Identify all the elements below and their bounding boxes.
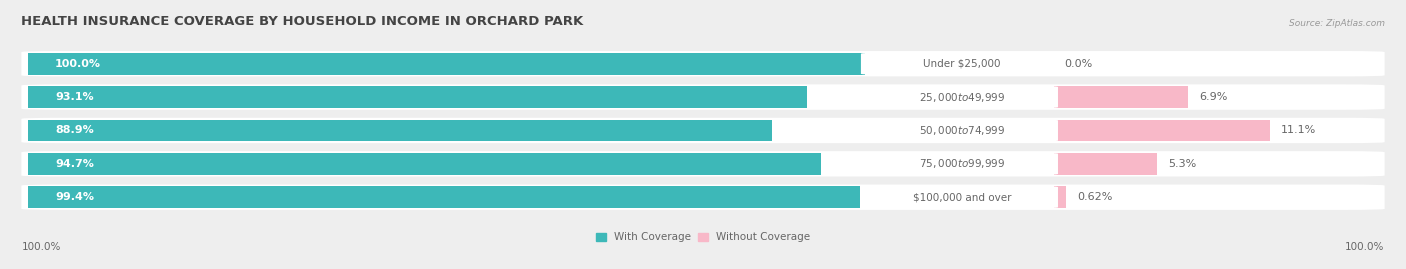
Text: $25,000 to $49,999: $25,000 to $49,999 — [920, 91, 1005, 104]
FancyBboxPatch shape — [860, 53, 1057, 75]
FancyBboxPatch shape — [21, 118, 1385, 143]
Text: 6.9%: 6.9% — [1199, 92, 1227, 102]
Bar — [28, 120, 772, 141]
Text: $75,000 to $99,999: $75,000 to $99,999 — [920, 157, 1005, 170]
Legend: With Coverage, Without Coverage: With Coverage, Without Coverage — [596, 232, 810, 242]
FancyBboxPatch shape — [21, 51, 1385, 76]
Bar — [1054, 120, 1270, 141]
Bar — [28, 53, 865, 75]
FancyBboxPatch shape — [21, 84, 1385, 110]
Text: 94.7%: 94.7% — [55, 159, 94, 169]
Text: 100.0%: 100.0% — [1346, 242, 1385, 252]
Bar — [1054, 86, 1188, 108]
Text: 100.0%: 100.0% — [21, 242, 60, 252]
Bar — [28, 186, 860, 208]
Text: 88.9%: 88.9% — [55, 125, 94, 136]
Text: 5.3%: 5.3% — [1168, 159, 1197, 169]
FancyBboxPatch shape — [860, 86, 1057, 108]
Text: 99.4%: 99.4% — [55, 192, 94, 202]
Text: 11.1%: 11.1% — [1281, 125, 1316, 136]
FancyBboxPatch shape — [21, 151, 1385, 176]
Text: $50,000 to $74,999: $50,000 to $74,999 — [920, 124, 1005, 137]
Text: 93.1%: 93.1% — [55, 92, 94, 102]
Bar — [1054, 186, 1066, 208]
Text: HEALTH INSURANCE COVERAGE BY HOUSEHOLD INCOME IN ORCHARD PARK: HEALTH INSURANCE COVERAGE BY HOUSEHOLD I… — [21, 15, 583, 28]
Text: 100.0%: 100.0% — [55, 59, 101, 69]
FancyBboxPatch shape — [860, 119, 1057, 141]
Bar — [28, 153, 821, 175]
Bar — [1054, 153, 1157, 175]
Text: Source: ZipAtlas.com: Source: ZipAtlas.com — [1289, 19, 1385, 28]
FancyBboxPatch shape — [860, 186, 1057, 208]
Text: $100,000 and over: $100,000 and over — [912, 192, 1011, 202]
Text: 0.62%: 0.62% — [1077, 192, 1112, 202]
Text: 0.0%: 0.0% — [1064, 59, 1092, 69]
Text: Under $25,000: Under $25,000 — [924, 59, 1001, 69]
FancyBboxPatch shape — [21, 185, 1385, 210]
Bar — [28, 86, 807, 108]
FancyBboxPatch shape — [860, 153, 1057, 175]
